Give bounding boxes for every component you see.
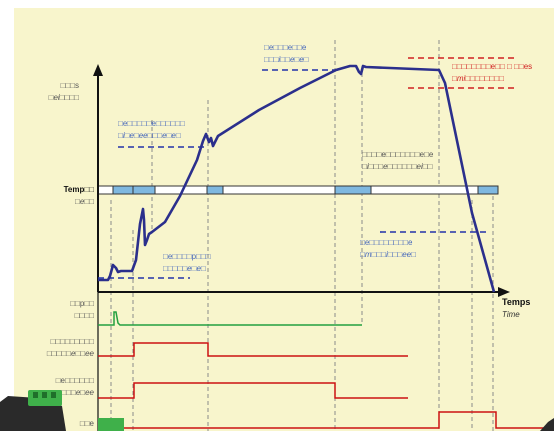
connector-icon: [98, 418, 124, 431]
band-label: Temp□□: [64, 185, 95, 194]
signal-1-label-line2: □□□□: [75, 311, 94, 320]
y-axis-arrow-icon: [93, 64, 103, 76]
signal-traces: [98, 311, 554, 429]
annotation-4-line1: □e□□□□p□□□: [163, 252, 211, 261]
annotations: □e□□□e□□e □□□i□□e□e□ □e□□□□□e□□□□□□ □i□e…: [118, 43, 532, 273]
annotation-2-line1: □e□□□□□e□□□□□□: [118, 119, 185, 128]
threshold-lines: [98, 57, 516, 279]
temperature-curve: [98, 64, 496, 293]
device-photo: [0, 390, 554, 431]
vertical-guides: [110, 40, 494, 431]
signal-trace-2: [98, 342, 408, 357]
signal-trace-1: [98, 311, 362, 326]
housing-edge-icon: [540, 418, 554, 431]
signal-4-label-line1: □□e: [80, 419, 95, 428]
annotation-3-line2: □i□□□e□□□□□□ei□□: [362, 162, 433, 171]
y-axis-label: □□□s: [61, 81, 80, 90]
x-axis-arrow-icon: [498, 287, 510, 297]
signal-3-label-line2: □□□□□e□ee: [52, 388, 95, 397]
y-axis-label-italic: □ei□□□□: [49, 93, 80, 102]
temperature-band: [97, 185, 499, 195]
annotation-1-line1: □e□□□e□□e: [264, 43, 307, 52]
signal-labels: □□p□□ □□□□ □□□□□□□□□ □□□□□e□□ee □e□□□□□□…: [47, 299, 95, 428]
annotation-4-line2: □□□□□e□e□: [163, 264, 206, 273]
signal-2-label-line1: □□□□□□□□□: [51, 337, 95, 346]
annotation-2-line2: □i□e□ee□□□e□e□: [118, 131, 181, 140]
annotation-6-line1: □□□□□□□□e□□ □ □□es: [452, 62, 532, 71]
annotation-5-line2: □m□□□i□□□ee□: [360, 250, 416, 259]
signal-trace-4: [98, 411, 554, 429]
signal-2-label-line2: □□□□□e□□ee: [47, 349, 95, 358]
annotation-1-line2: □□□i□□e□e□: [264, 55, 309, 64]
annotation-5-line1: □e□□□□□□□□e: [360, 238, 413, 247]
x-axis-label-italic: Time: [502, 310, 520, 319]
axes: [93, 64, 510, 431]
signal-trace-3: [98, 382, 408, 399]
diagram-background: [14, 8, 554, 431]
band-label-italic: □e□□: [75, 197, 94, 206]
annotation-6-line2: □mi□□□□□□□□: [452, 74, 504, 83]
signal-3-label-line1: □e□□□□□□: [56, 376, 94, 385]
x-axis-label: Temps: [502, 297, 530, 307]
annotation-3-line1: □□□□e□□□□□□□e□e: [362, 150, 434, 159]
signal-1-label-line1: □□p□□: [70, 299, 94, 308]
